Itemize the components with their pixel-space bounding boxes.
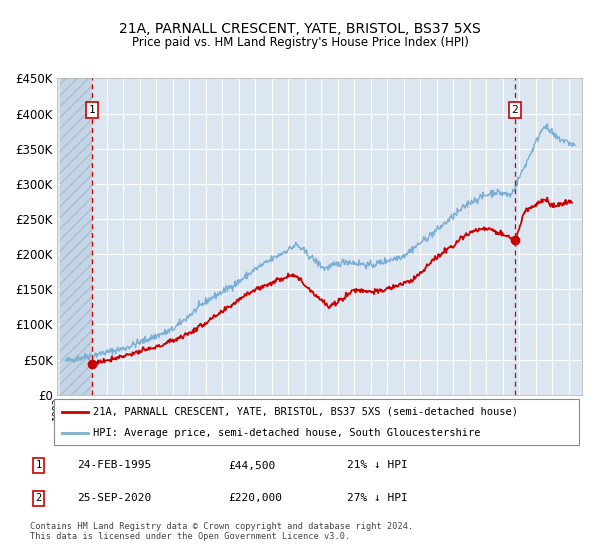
Text: 21A, PARNALL CRESCENT, YATE, BRISTOL, BS37 5XS: 21A, PARNALL CRESCENT, YATE, BRISTOL, BS… (119, 22, 481, 36)
Text: 1: 1 (35, 460, 42, 470)
Text: £220,000: £220,000 (229, 493, 283, 503)
Text: 1: 1 (89, 105, 96, 115)
Text: 21% ↓ HPI: 21% ↓ HPI (347, 460, 408, 470)
Text: 2: 2 (511, 105, 518, 115)
Text: Contains HM Land Registry data © Crown copyright and database right 2024.
This d: Contains HM Land Registry data © Crown c… (30, 522, 413, 542)
Text: HPI: Average price, semi-detached house, South Gloucestershire: HPI: Average price, semi-detached house,… (94, 428, 481, 438)
Text: £44,500: £44,500 (229, 460, 276, 470)
Text: 2: 2 (35, 493, 42, 503)
Text: 27% ↓ HPI: 27% ↓ HPI (347, 493, 408, 503)
Text: 21A, PARNALL CRESCENT, YATE, BRISTOL, BS37 5XS (semi-detached house): 21A, PARNALL CRESCENT, YATE, BRISTOL, BS… (94, 407, 518, 417)
Text: 25-SEP-2020: 25-SEP-2020 (77, 493, 151, 503)
Bar (61, 78, 92, 395)
Text: Price paid vs. HM Land Registry's House Price Index (HPI): Price paid vs. HM Land Registry's House … (131, 36, 469, 49)
FancyBboxPatch shape (54, 399, 579, 445)
Text: 24-FEB-1995: 24-FEB-1995 (77, 460, 151, 470)
